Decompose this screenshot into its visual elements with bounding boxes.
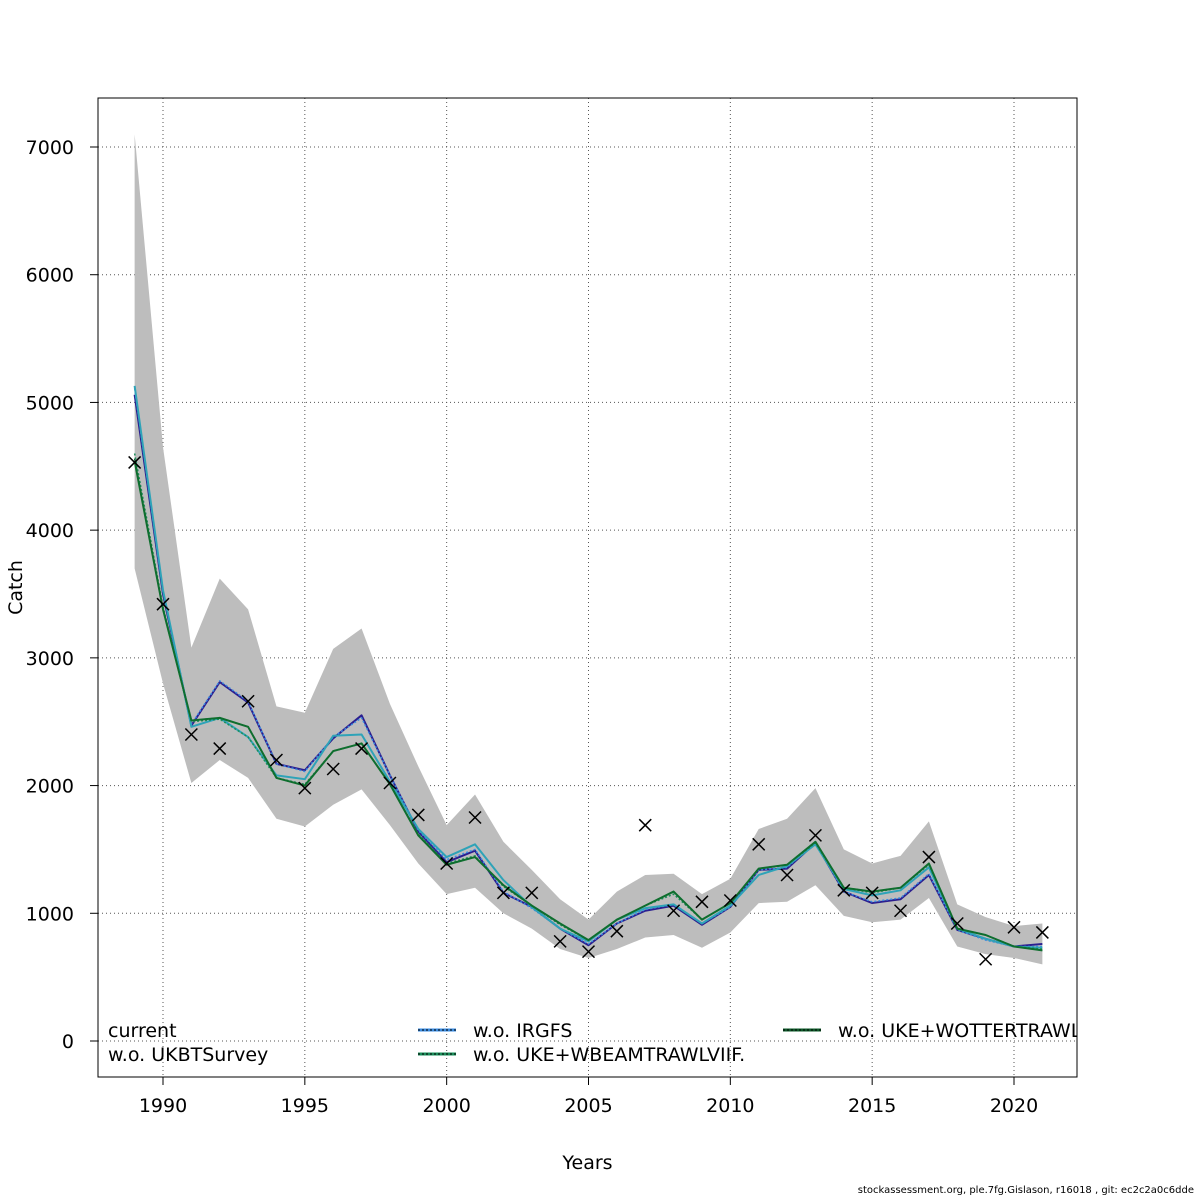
observed-point bbox=[780, 868, 794, 882]
observed-point bbox=[922, 850, 936, 864]
x-tick-label: 1995 bbox=[281, 1095, 329, 1117]
y-tick-label: 1000 bbox=[26, 903, 74, 925]
observed-point bbox=[638, 818, 652, 832]
y-tick-label: 3000 bbox=[26, 648, 74, 670]
observed-point bbox=[581, 945, 596, 959]
observed-point bbox=[156, 597, 170, 611]
observed-point bbox=[894, 904, 908, 918]
series-line bbox=[133, 394, 1043, 948]
y-axis-label: Catch bbox=[5, 560, 27, 615]
x-tick-label: 2000 bbox=[422, 1095, 470, 1117]
observed-point bbox=[128, 455, 142, 469]
observed-point bbox=[184, 727, 198, 742]
confidence-band-area bbox=[134, 134, 1043, 965]
footer-credit: stockassessment.org, ple.7fg.Gislason, r… bbox=[857, 1185, 1194, 1196]
legend-label: current bbox=[108, 1020, 177, 1042]
observed-point bbox=[808, 828, 822, 842]
observed-point bbox=[1007, 920, 1021, 934]
observed-point bbox=[213, 742, 227, 756]
legend-label: w.o. UKE+WOTTERTRAWL bbox=[838, 1020, 1082, 1042]
x-axis-label: Years bbox=[561, 1152, 612, 1174]
x-tick-label: 2005 bbox=[564, 1095, 612, 1117]
observed-point bbox=[950, 916, 964, 931]
legend-entries: current w.o. IRGFS w.o. UKE+WOTTERTRAWL w.o… bbox=[108, 1020, 1082, 1066]
observed-point bbox=[553, 934, 567, 948]
y-tick-label: 4000 bbox=[26, 520, 74, 542]
observed-point bbox=[1035, 925, 1049, 939]
observed-point bbox=[752, 837, 766, 851]
observed-point bbox=[468, 810, 482, 825]
legend-label: w.o. UKE+WBEAMTRAWLVIIF. bbox=[473, 1044, 745, 1066]
observed-point bbox=[355, 742, 369, 756]
observed-point bbox=[979, 952, 993, 966]
y-tick-label: 2000 bbox=[26, 776, 74, 798]
observed-point bbox=[496, 886, 510, 900]
legend-label: w.o. IRGFS bbox=[473, 1020, 572, 1042]
series-line bbox=[133, 460, 1043, 952]
observed-point bbox=[241, 694, 255, 708]
y-axis: 0 1000 2000 3000 4000 5000 6000 7000 bbox=[26, 137, 98, 1053]
observed-point bbox=[695, 895, 709, 909]
y-tick-label: 5000 bbox=[26, 392, 74, 414]
x-tick-label: 1990 bbox=[139, 1095, 187, 1117]
observed-point bbox=[269, 753, 283, 767]
y-tick-label: 6000 bbox=[26, 265, 74, 287]
observed-point bbox=[723, 893, 737, 908]
legend-label: w.o. UKBTSurvey bbox=[108, 1044, 268, 1066]
observed-point bbox=[440, 856, 454, 871]
observed-point bbox=[411, 808, 425, 822]
legend: current w.o. IRGFS w.o. UKE+WOTTERTRAWL w.o… bbox=[108, 1020, 1082, 1066]
x-tick-label: 2015 bbox=[848, 1095, 896, 1117]
observed-point bbox=[610, 924, 624, 938]
y-tick-label: 0 bbox=[62, 1031, 74, 1053]
observed-points bbox=[128, 455, 1049, 966]
observed-point bbox=[298, 781, 312, 795]
observed-point bbox=[326, 762, 340, 776]
observed-point bbox=[525, 886, 539, 900]
x-tick-label: 2020 bbox=[990, 1095, 1038, 1117]
observed-point bbox=[383, 776, 397, 790]
observed-point bbox=[667, 904, 681, 918]
series-lines bbox=[133, 385, 1043, 952]
observed-point bbox=[865, 886, 879, 900]
x-axis: 1990 1995 2000 2005 2010 2015 2020 bbox=[139, 1077, 1038, 1117]
x-tick-label: 2010 bbox=[706, 1095, 754, 1117]
series-line bbox=[133, 385, 1043, 949]
plot-frame bbox=[97, 97, 1078, 1078]
observed-point bbox=[837, 883, 851, 897]
confidence-band bbox=[134, 134, 1043, 965]
series-line bbox=[133, 388, 1043, 948]
y-tick-label: 7000 bbox=[26, 137, 74, 159]
